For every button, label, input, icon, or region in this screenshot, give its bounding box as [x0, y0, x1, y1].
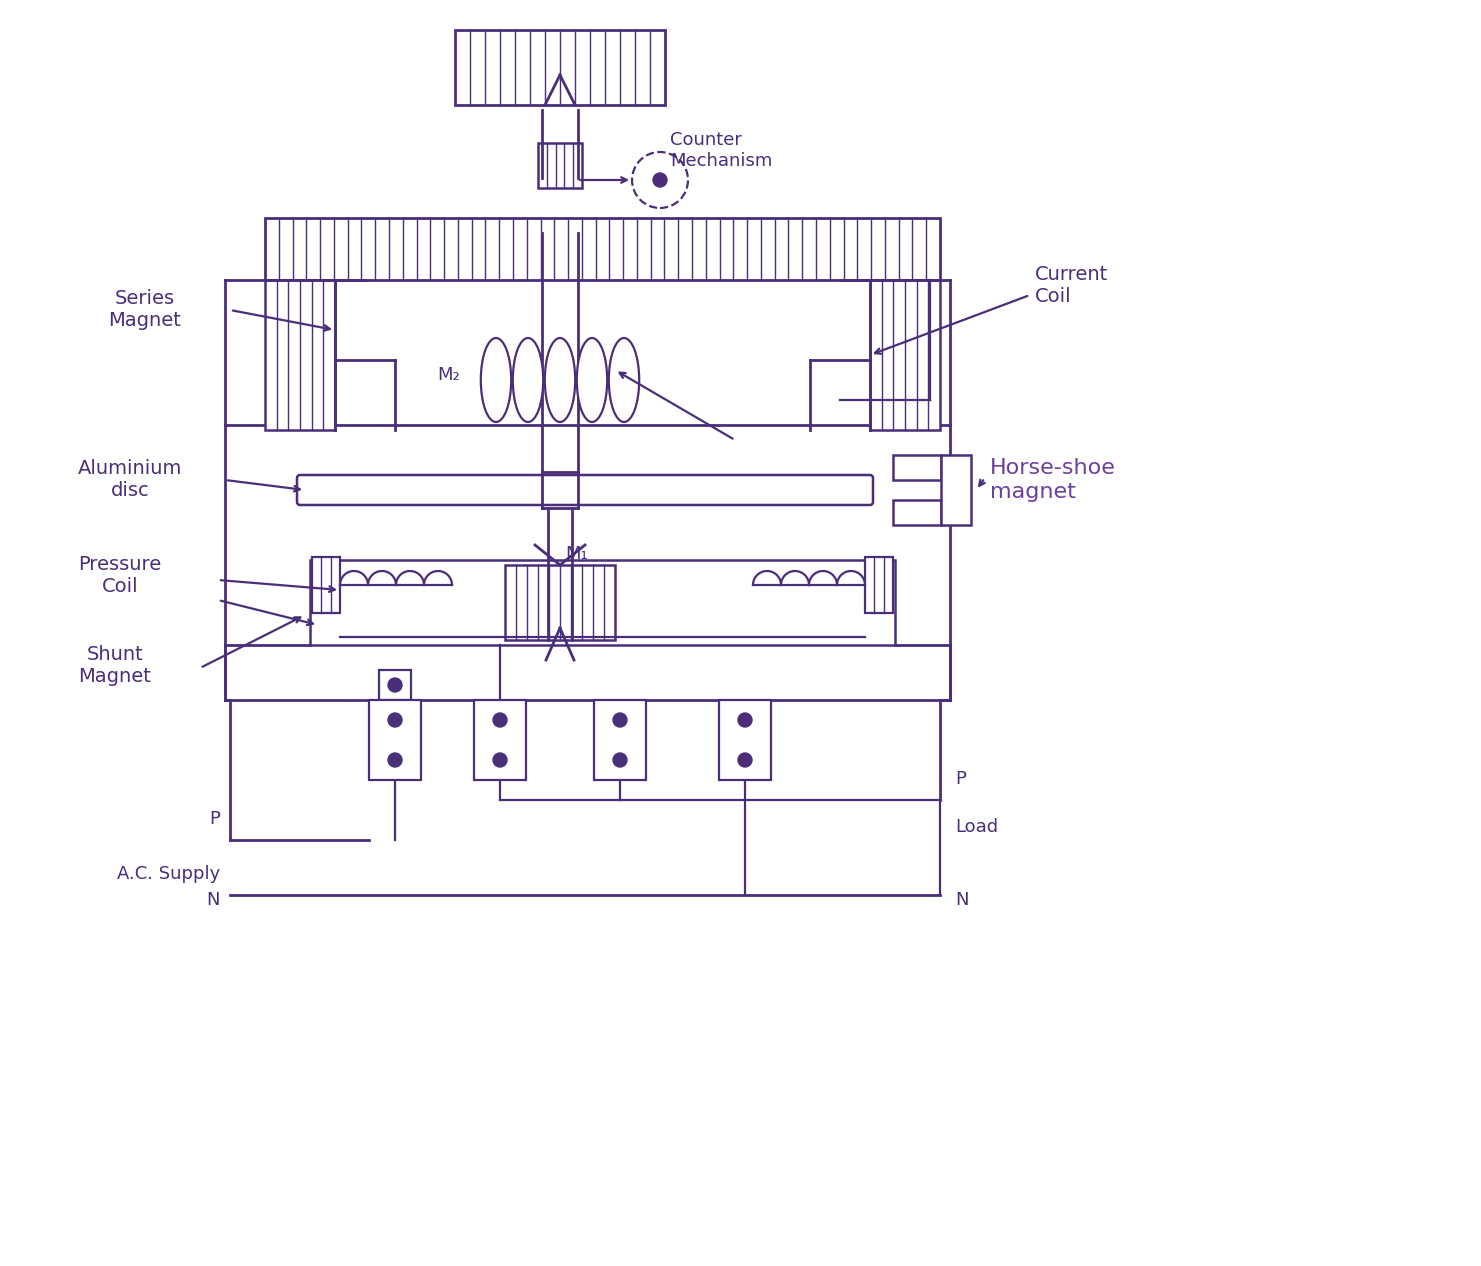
Bar	[312, 557, 341, 613]
Circle shape	[388, 713, 401, 727]
Text: M₁: M₁	[564, 544, 588, 563]
Text: M₂: M₂	[437, 366, 461, 384]
Bar	[718, 700, 772, 780]
Text: N: N	[955, 891, 969, 909]
Bar	[310, 560, 895, 644]
FancyBboxPatch shape	[298, 475, 872, 505]
Circle shape	[388, 679, 401, 693]
Text: Counter
Mechanism: Counter Mechanism	[669, 132, 773, 170]
Ellipse shape	[609, 338, 640, 422]
Bar	[265, 280, 335, 430]
Text: Current
Coil: Current Coil	[1035, 265, 1108, 305]
Text: Series
Magnet: Series Magnet	[108, 290, 182, 330]
Bar	[594, 700, 646, 780]
Circle shape	[738, 753, 752, 767]
Text: Aluminium
disc: Aluminium disc	[78, 460, 182, 500]
Ellipse shape	[545, 338, 575, 422]
Circle shape	[613, 713, 626, 727]
Bar	[505, 565, 615, 641]
Bar	[940, 454, 972, 525]
Text: P: P	[955, 770, 966, 787]
Bar	[546, 598, 575, 630]
Bar	[379, 670, 412, 700]
Text: Horse-shoe
magnet: Horse-shoe magnet	[989, 458, 1115, 501]
Circle shape	[493, 753, 507, 767]
Text: Shunt
Magnet: Shunt Magnet	[78, 644, 151, 685]
Bar	[225, 425, 949, 700]
Circle shape	[653, 173, 666, 187]
Bar	[369, 700, 421, 780]
Circle shape	[738, 713, 752, 727]
Circle shape	[388, 753, 401, 767]
Bar	[893, 454, 940, 480]
Text: Load: Load	[955, 818, 998, 836]
Bar	[865, 557, 893, 613]
Circle shape	[493, 713, 507, 727]
Circle shape	[613, 753, 626, 767]
Ellipse shape	[481, 338, 511, 422]
Bar	[869, 280, 940, 430]
Bar	[265, 218, 940, 280]
Bar	[538, 143, 582, 187]
Text: Pressure
Coil: Pressure Coil	[78, 555, 161, 595]
Text: N: N	[206, 891, 221, 909]
Ellipse shape	[512, 338, 544, 422]
Text: P: P	[209, 810, 221, 828]
Text: A.C. Supply: A.C. Supply	[117, 865, 221, 882]
Bar	[474, 700, 526, 780]
Bar	[893, 500, 940, 525]
Ellipse shape	[576, 338, 607, 422]
Bar	[455, 30, 665, 105]
